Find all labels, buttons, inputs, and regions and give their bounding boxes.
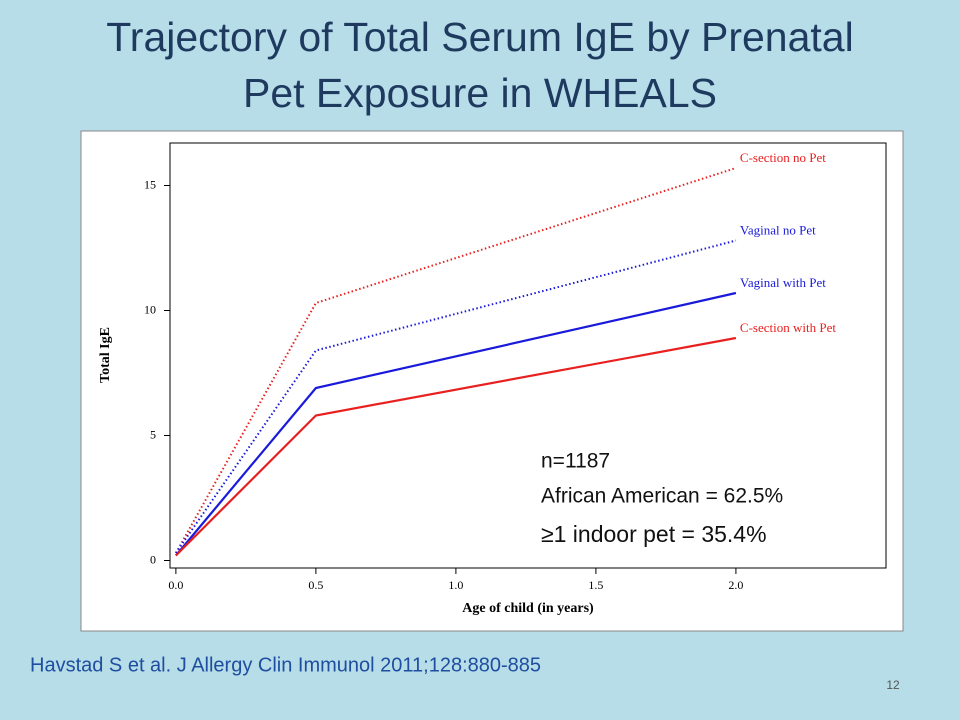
- y-axis-label: Total IgE: [98, 327, 113, 383]
- annotation: African American = 62.5%: [541, 485, 783, 508]
- plot-area: [169, 142, 887, 569]
- x-tick-label: 1.0: [448, 578, 463, 592]
- legend-label: C-section with Pet: [740, 320, 836, 335]
- series-line: [175, 336, 737, 557]
- x-tick-label: 0.5: [308, 578, 323, 592]
- x-tick-label: 0.0: [168, 578, 183, 592]
- title-line: Trajectory of Total Serum IgE by Prenata…: [106, 14, 853, 116]
- chart-title: Trajectory of Total Serum IgE by Prenata…: [106, 14, 853, 60]
- y-tick-label: 5: [150, 427, 156, 441]
- legend-label: Vaginal with Pet: [740, 275, 826, 290]
- y-tick-label: 0: [150, 552, 156, 566]
- series-line: [175, 291, 737, 557]
- chart-title-cont: Pet Exposure in WHEALS: [243, 70, 717, 116]
- page-number: 12: [886, 678, 900, 692]
- citation: Havstad S et al. J Allergy Clin Immunol …: [30, 654, 541, 676]
- legend-label: Vaginal no Pet: [740, 222, 816, 237]
- annotation: n=1187: [541, 450, 610, 473]
- series-line: [175, 167, 737, 554]
- x-axis-label: Age of child (in years): [462, 601, 594, 616]
- y-tick-label: 15: [144, 177, 156, 191]
- legend-label: C-section no Pet: [740, 150, 826, 165]
- x-tick-label: 1.5: [588, 578, 603, 592]
- x-tick-label: 2.0: [728, 578, 743, 592]
- annotation: ≥1 indoor pet = 35.4%: [541, 521, 767, 547]
- y-tick-label: 10: [144, 302, 156, 316]
- chart-panel: [80, 130, 904, 632]
